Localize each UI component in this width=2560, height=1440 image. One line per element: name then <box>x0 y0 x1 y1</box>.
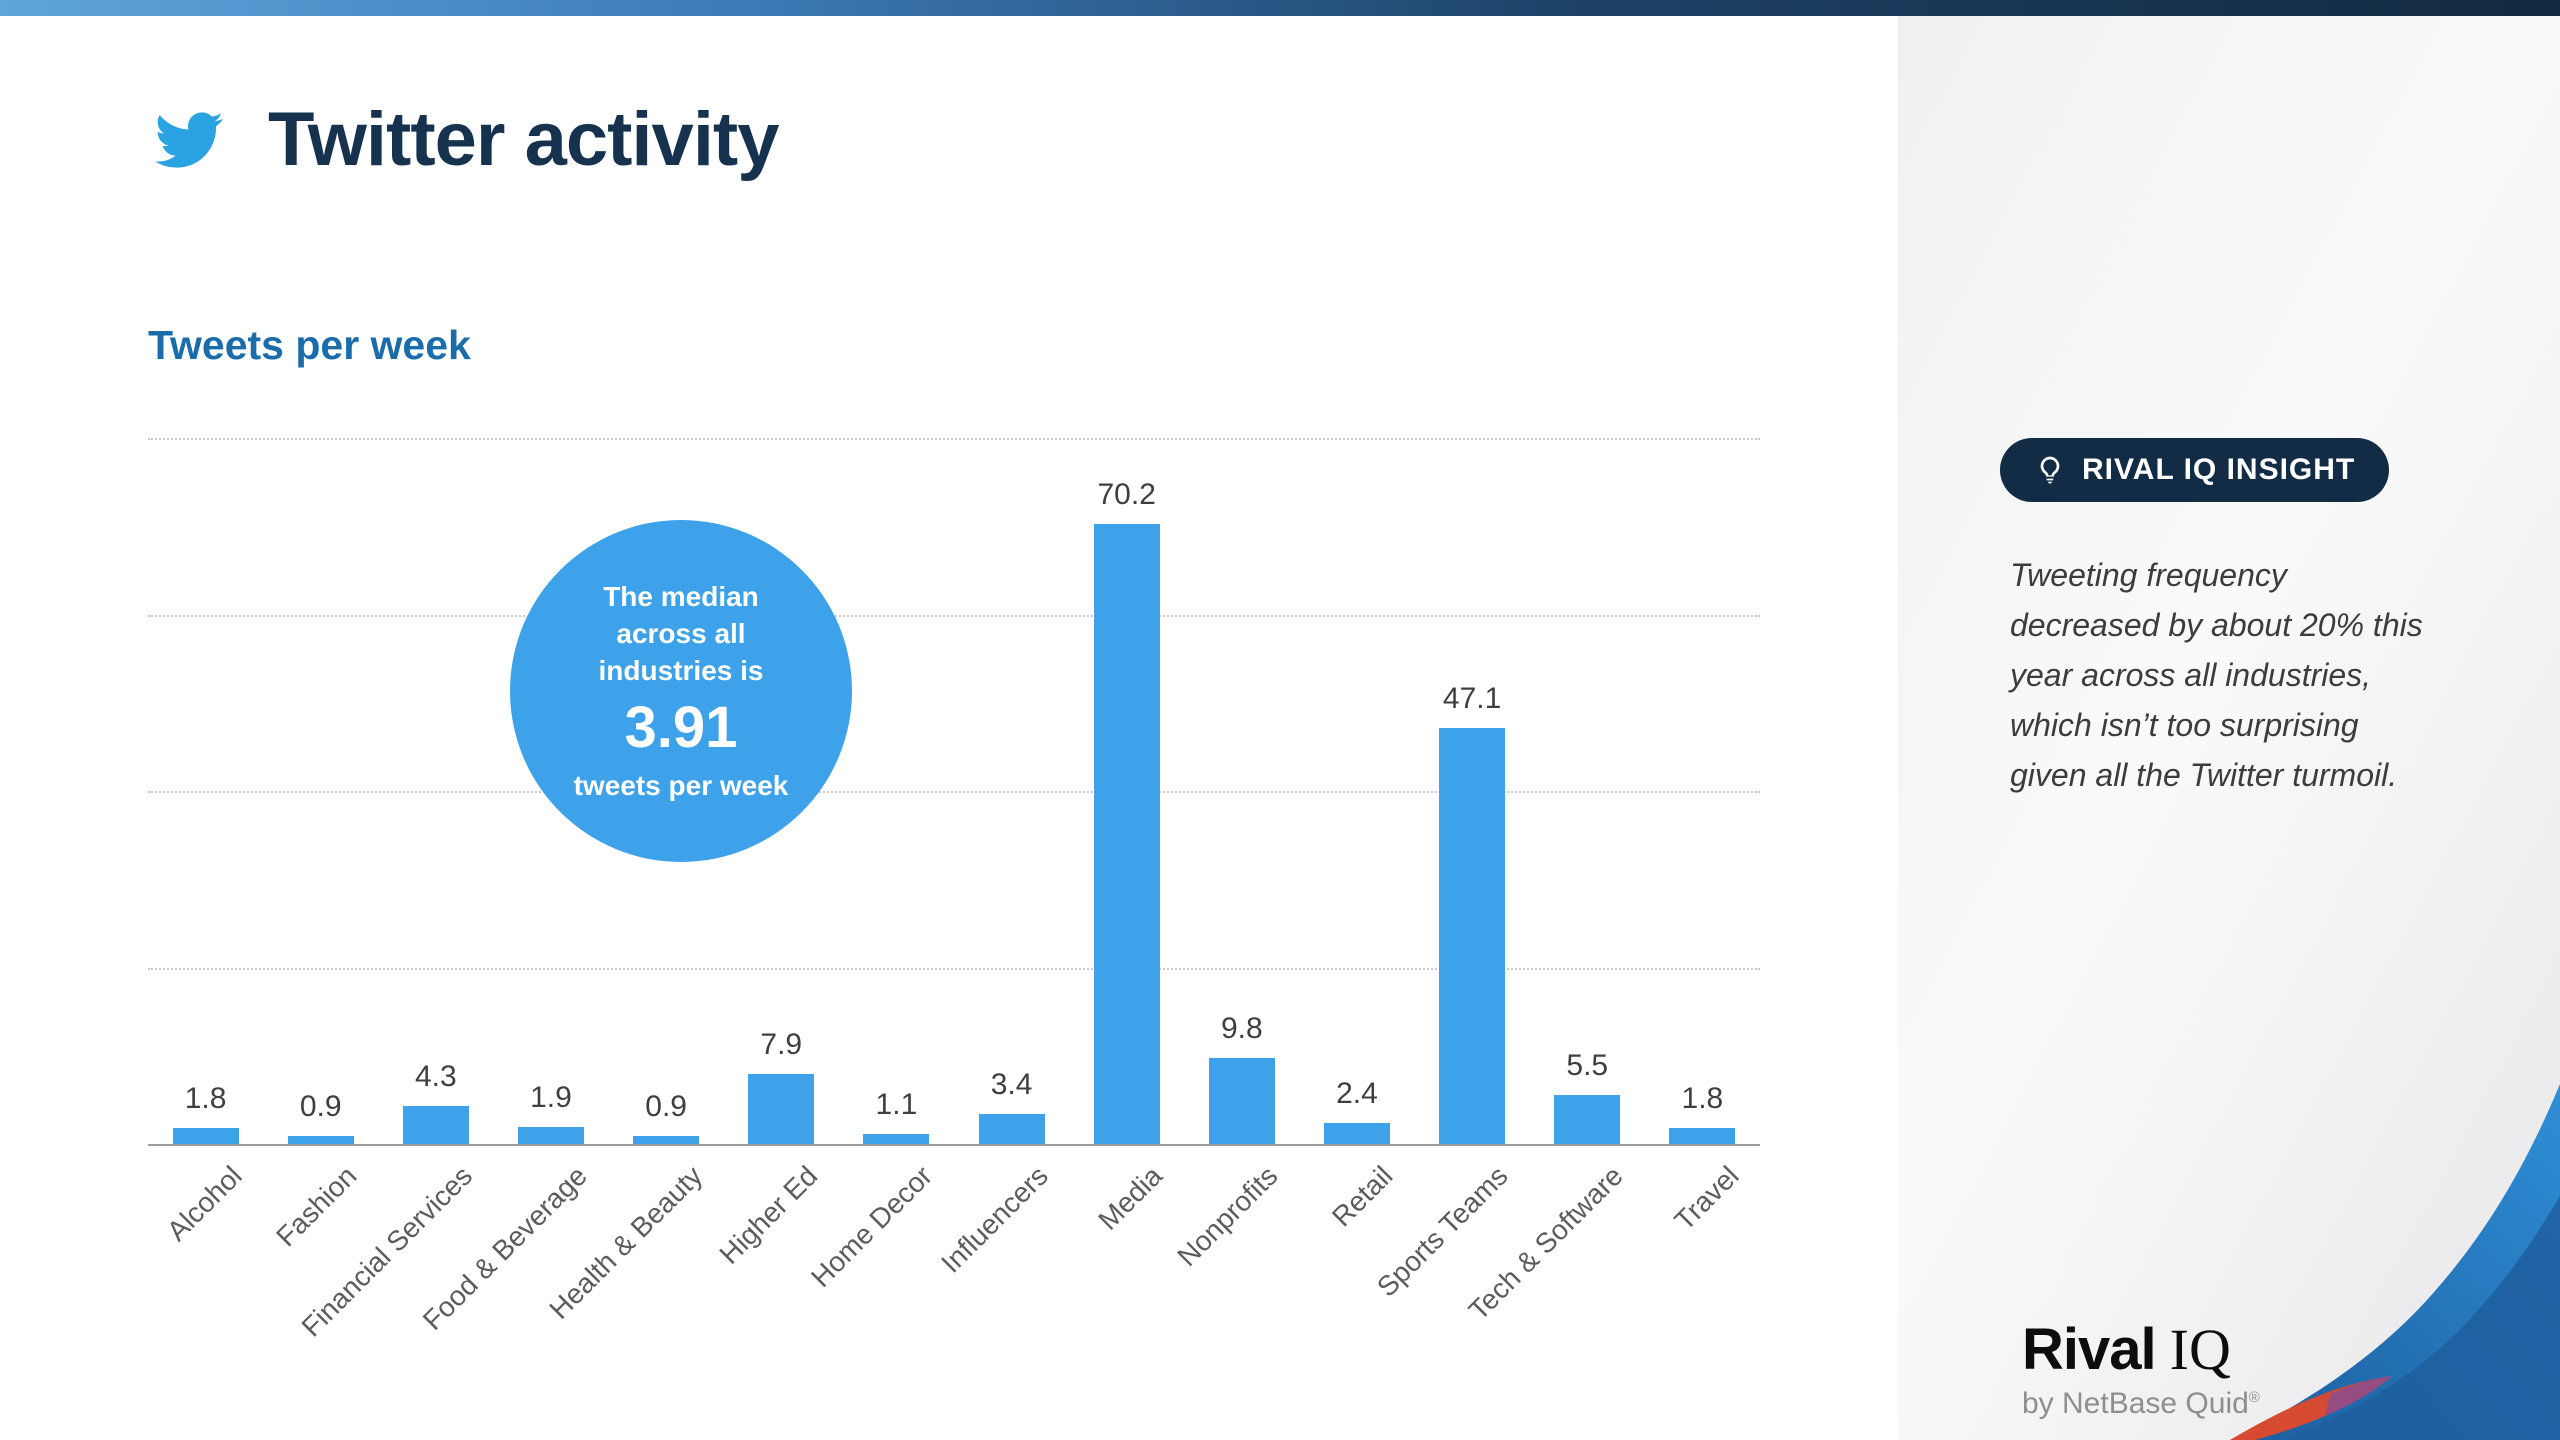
x-axis-label: Retail <box>1326 1160 1399 1233</box>
bar-group: 70.2 Media <box>1069 438 1184 1236</box>
bar <box>287 1136 354 1144</box>
bar <box>1323 1123 1390 1144</box>
logo-byline: by NetBase Quid® <box>2022 1387 2260 1421</box>
insight-badge-label: RIVAL IQ INSIGHT <box>2082 453 2356 486</box>
x-axis-label: Travel <box>1668 1160 1745 1237</box>
median-callout-text: across all <box>616 618 746 649</box>
gridline <box>148 791 1760 793</box>
bar <box>1669 1128 1736 1144</box>
bar <box>1439 728 1506 1144</box>
bar-value-label: 2.4 <box>1336 1077 1378 1110</box>
bars: 1.8 Alcohol 0.9 Fashion 4.3 Financial Service… <box>148 438 1760 1343</box>
bar-group: 1.8 Travel <box>1645 438 1760 1236</box>
bar-value-label: 1.9 <box>530 1081 572 1114</box>
insight-badge: RIVAL IQ INSIGHT <box>2000 438 2390 502</box>
x-axis-label: Influencers <box>934 1160 1054 1279</box>
chart-section-title: Tweets per week <box>148 322 471 368</box>
insight-sidebar: RIVAL IQ INSIGHT Tweeting frequency decr… <box>1898 16 2560 1440</box>
bar-group: 9.8 Nonprofits <box>1172 438 1299 1272</box>
bar-value-label: 0.9 <box>299 1090 342 1123</box>
bar-group: 1.1 Home Decor <box>805 438 954 1293</box>
median-callout-unit: tweets per week <box>573 770 789 801</box>
bar-value-label: 5.5 <box>1566 1049 1609 1082</box>
bar <box>978 1114 1045 1144</box>
bar-group: 1.9 Food & Beverage <box>417 438 608 1336</box>
gridline <box>148 967 1760 970</box>
bar-value-label: 1.8 <box>184 1082 227 1115</box>
page-title: Twitter activity <box>268 97 780 182</box>
bar-value-label: 9.8 <box>1220 1012 1263 1045</box>
x-axis-label: Media <box>1092 1160 1169 1236</box>
median-callout: The median across all industries is 3.91… <box>510 520 852 862</box>
x-axis-label: Alcohol <box>160 1160 248 1247</box>
bar-group: 47.1 Sports Teams <box>1371 438 1530 1303</box>
x-axis-label: Higher Ed <box>713 1160 824 1270</box>
logo-rival-text: Rival <box>2022 1317 2157 1382</box>
bar <box>748 1074 815 1144</box>
bar-group: 1.8 Alcohol <box>148 438 263 1247</box>
lightbulb-icon <box>2034 454 2066 486</box>
median-value: 3.91 <box>624 695 738 760</box>
bar <box>633 1136 700 1144</box>
bar <box>1208 1058 1275 1144</box>
x-axis-label: Fashion <box>270 1160 363 1253</box>
gridline <box>148 614 1760 617</box>
bar-value-label: 7.9 <box>760 1028 803 1061</box>
bar <box>1554 1095 1621 1144</box>
x-axis-label: Nonprofits <box>1171 1160 1284 1273</box>
top-accent-bar <box>0 0 2560 16</box>
registered-mark: ® <box>2248 1389 2260 1406</box>
bar-group: 4.3 Financial Services <box>295 438 493 1343</box>
bar-group: 3.4 Influencers <box>935 438 1069 1279</box>
logo-byline-text: by NetBase Quid <box>2022 1387 2249 1420</box>
twitter-icon <box>148 106 230 174</box>
bar-value-label: 3.4 <box>990 1068 1033 1101</box>
logo-wordmark: Rival IQ <box>2022 1316 2260 1383</box>
bar <box>1093 524 1160 1144</box>
insight-text: Tweeting frequency decreased by about 20… <box>2010 557 2423 793</box>
bar-value-label: 1.8 <box>1681 1082 1724 1115</box>
bar-group: 2.4 Retail <box>1299 438 1414 1233</box>
bar <box>172 1128 239 1144</box>
bar-group: 7.9 Higher Ed <box>713 438 839 1270</box>
header: Twitter activity <box>148 96 780 183</box>
bar-value-label: 0.9 <box>645 1090 687 1123</box>
bar-value-label: 4.3 <box>414 1060 457 1093</box>
logo-iq-text: IQ <box>2169 1317 2231 1382</box>
x-axis-label: Home Decor <box>805 1160 939 1294</box>
bar-value-label: 70.2 <box>1097 478 1156 511</box>
wave-decoration <box>2230 1084 2560 1440</box>
bar-chart: 1.8 Alcohol 0.9 Fashion 4.3 Financial Service… <box>148 438 1760 1343</box>
bar <box>517 1127 584 1144</box>
bar <box>402 1106 469 1144</box>
bar <box>863 1134 930 1144</box>
bar-value-label: 1.1 <box>875 1088 918 1121</box>
bar-group: 0.9 Health & Beauty <box>543 438 724 1325</box>
x-axis-line <box>148 1144 1760 1146</box>
bar-group: 5.5 Tech & Software <box>1463 438 1645 1326</box>
median-callout-text: The median <box>603 581 759 612</box>
bar-value-label: 47.1 <box>1442 682 1502 715</box>
rivaliq-logo: Rival IQ by NetBase Quid® <box>2022 1316 2260 1421</box>
gridline <box>148 438 1760 440</box>
median-callout-text: industries is <box>598 655 764 686</box>
bar-group: 0.9 Fashion <box>263 438 378 1252</box>
